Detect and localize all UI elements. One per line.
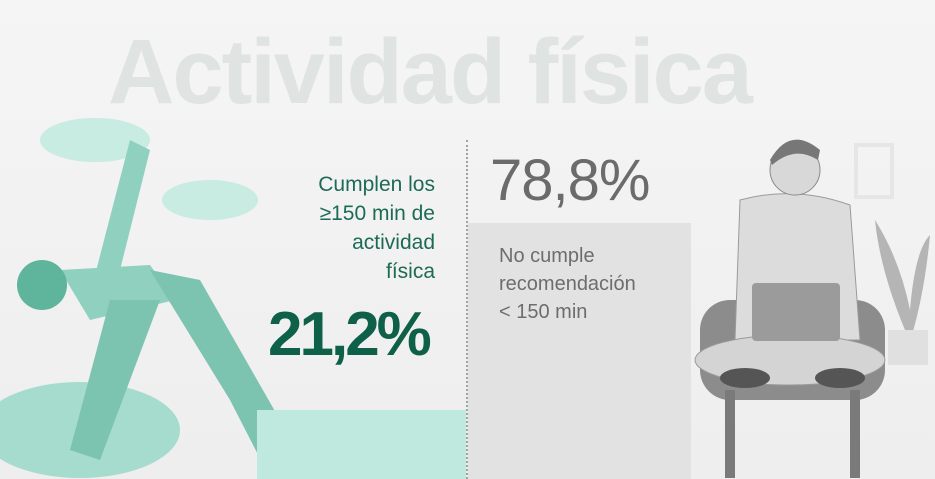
label-line: actividad: [352, 231, 435, 254]
category-label-cumplen: Cumplen los ≥150 min de actividad física: [255, 170, 435, 286]
bar-no-cumple: [468, 222, 691, 479]
man-with-tablet-illustration: [694, 139, 886, 478]
divider-line: [466, 140, 468, 479]
frame-icon: [854, 143, 894, 199]
label-line: < 150 min: [499, 301, 588, 323]
label-line: física: [385, 260, 435, 283]
label-line: Cumplen los: [318, 173, 435, 196]
label-line: ≥150 min de: [319, 202, 435, 225]
clouds-illustration: [40, 118, 258, 220]
page-title: Actividad física: [108, 21, 753, 123]
value-label-no-cumple: 78,8%: [490, 148, 650, 213]
value-label-cumplen: 21,2%: [268, 300, 432, 369]
bar-cumplen: [257, 410, 466, 479]
plant-illustration: [875, 220, 930, 365]
category-label-no-cumple: No cumple recomendación < 150 min: [499, 242, 636, 326]
label-line: No cumple: [499, 245, 595, 267]
label-line: recomendación: [499, 273, 636, 295]
